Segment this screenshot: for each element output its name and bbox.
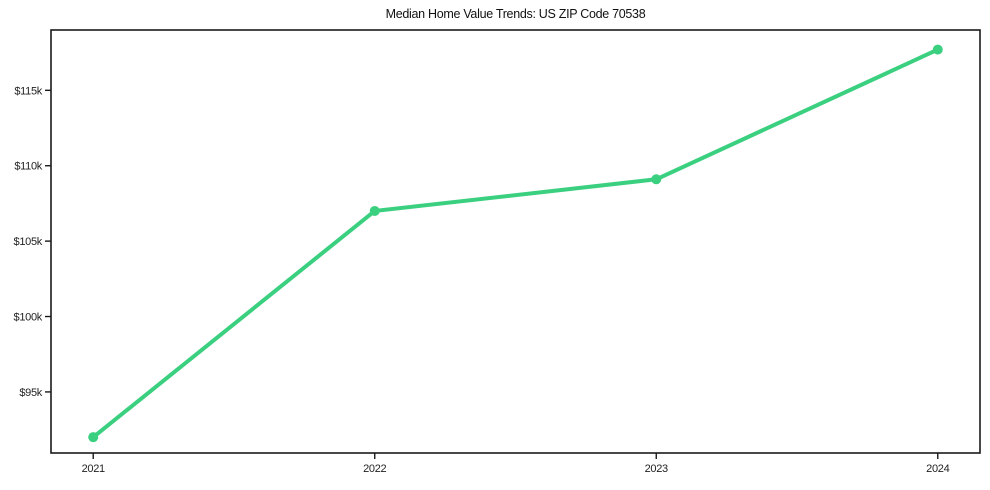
- x-tick-label: 2024: [926, 463, 949, 475]
- y-tick-label: $95k: [19, 387, 42, 399]
- y-tick-label: $105k: [14, 236, 43, 248]
- y-tick-label: $110k: [14, 161, 42, 173]
- x-tick-label: 2021: [82, 463, 105, 475]
- data-point-marker: [88, 432, 99, 443]
- data-point-marker: [651, 174, 662, 185]
- x-tick-label: 2023: [645, 463, 668, 475]
- trend-line: [91, 47, 940, 440]
- y-tick-label: $115k: [14, 85, 42, 97]
- data-point-marker: [369, 205, 380, 216]
- x-tick-label: 2022: [363, 463, 386, 475]
- chart-title: Median Home Value Trends: US ZIP Code 70…: [385, 7, 646, 21]
- y-tick-label: $100k: [14, 312, 43, 324]
- data-point-marker: [932, 44, 943, 55]
